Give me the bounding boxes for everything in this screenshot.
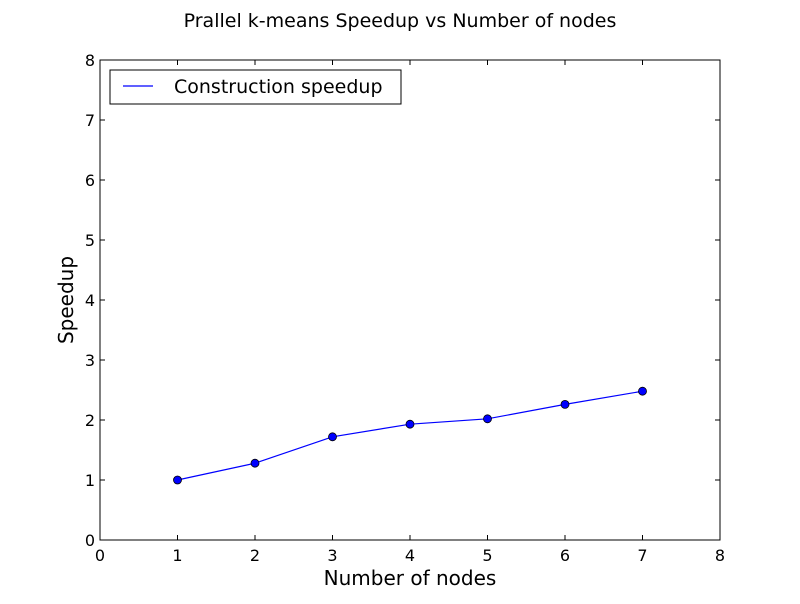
legend-box bbox=[109, 69, 402, 105]
data-point bbox=[638, 386, 647, 396]
series-layer bbox=[173, 386, 647, 485]
y-axis-ticks: 0 1 2 3 4 5 6 7 8 bbox=[85, 51, 720, 550]
y-tick-label: 2 bbox=[85, 411, 95, 430]
y-tick-label: 5 bbox=[85, 231, 95, 250]
legend-label: Construction speedup bbox=[174, 76, 383, 98]
x-tick-label: 7 bbox=[637, 546, 647, 565]
data-point bbox=[328, 432, 337, 442]
x-tick-label: 4 bbox=[405, 546, 415, 565]
plot-area: 0 1 2 3 4 5 6 7 8 0 1 2 3 4 5 6 7 8 bbox=[85, 51, 725, 565]
x-tick-label: 1 bbox=[172, 546, 182, 565]
y-axis-title: Speedup bbox=[54, 256, 78, 344]
y-tick-label: 6 bbox=[85, 171, 95, 190]
x-tick-label: 0 bbox=[95, 546, 105, 565]
data-point bbox=[560, 399, 570, 409]
x-tick-label: 3 bbox=[327, 546, 337, 565]
x-tick-label: 5 bbox=[482, 546, 492, 565]
data-point bbox=[250, 458, 260, 468]
y-tick-label: 4 bbox=[85, 291, 95, 310]
legend: Construction speedup bbox=[109, 69, 402, 105]
y-tick-label: 8 bbox=[85, 51, 95, 70]
x-tick-label: 8 bbox=[715, 546, 725, 565]
x-axis-title: Number of nodes bbox=[324, 566, 497, 590]
y-tick-label: 3 bbox=[85, 351, 95, 370]
y-tick-label: 0 bbox=[85, 531, 95, 550]
y-tick-label: 1 bbox=[85, 471, 95, 490]
x-tick-label: 2 bbox=[250, 546, 260, 565]
data-point bbox=[483, 414, 492, 424]
y-tick-label: 7 bbox=[85, 111, 95, 130]
x-axis-ticks: 0 1 2 3 4 5 6 7 8 bbox=[95, 60, 725, 565]
chart-title: Prallel k-means Speedup vs Number of nod… bbox=[184, 10, 617, 32]
data-point bbox=[405, 419, 415, 429]
x-tick-label: 6 bbox=[560, 546, 570, 565]
plot-frame bbox=[99, 59, 721, 541]
data-point bbox=[173, 475, 182, 485]
